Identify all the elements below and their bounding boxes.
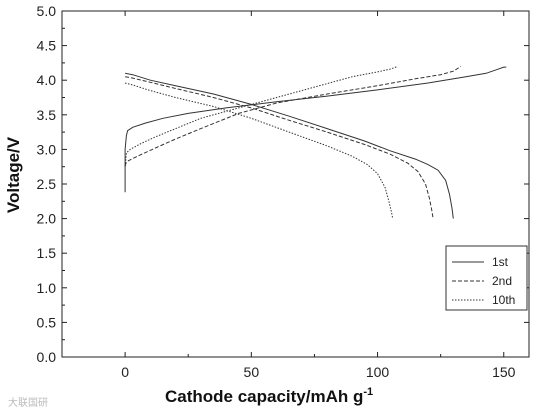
series-1st-discharge (125, 72, 454, 219)
watermark: 大联国研 (8, 396, 48, 409)
y-tick-label: 2.0 (37, 211, 57, 227)
y-tick-label: 1.0 (37, 280, 57, 296)
x-axis-title: Cathode capacity/mAh g-1 (165, 386, 373, 406)
legend-label-10th: 10th (492, 293, 515, 307)
series-2nd-discharge (125, 76, 434, 219)
series-1st-charge (124, 66, 507, 193)
y-tick-label: 2.5 (37, 176, 57, 192)
series-10th-charge (124, 65, 398, 167)
legend: 1st 2nd 10th (445, 245, 528, 311)
x-ticks: 0 50 100 150 (121, 11, 516, 380)
series-group (124, 65, 507, 219)
series-10th-discharge (124, 82, 394, 219)
legend-box (445, 245, 528, 311)
y-tick-label: 1.5 (37, 245, 57, 261)
x-axis-title-main: Cathode capacity/mAh g (165, 387, 363, 406)
series-2nd-charge (124, 65, 462, 167)
legend-label-1st: 1st (492, 255, 509, 269)
x-axis-title-sup: -1 (363, 386, 373, 398)
y-tick-label: 0.5 (37, 314, 57, 330)
y-tick-label: 5.0 (37, 3, 57, 19)
y-tick-label: 3.5 (37, 107, 57, 123)
x-tick-label: 100 (366, 364, 390, 380)
y-axis-title: Voltage/V (4, 136, 23, 213)
y-tick-label: 4.0 (37, 72, 57, 88)
legend-items: 1st 2nd 10th (452, 255, 515, 307)
y-tick-label: 4.5 (37, 38, 57, 54)
legend-label-2nd: 2nd (492, 274, 512, 288)
x-tick-label: 50 (244, 364, 260, 380)
x-tick-label: 0 (121, 364, 129, 380)
y-tick-label: 3.0 (37, 141, 57, 157)
x-tick-label: 150 (492, 364, 516, 380)
y-tick-label: 0.0 (37, 349, 57, 365)
y-ticks: 0.0 0.5 1.0 1.5 2.0 2.5 3.0 3.5 4.0 4.5 5.0 (37, 3, 529, 365)
